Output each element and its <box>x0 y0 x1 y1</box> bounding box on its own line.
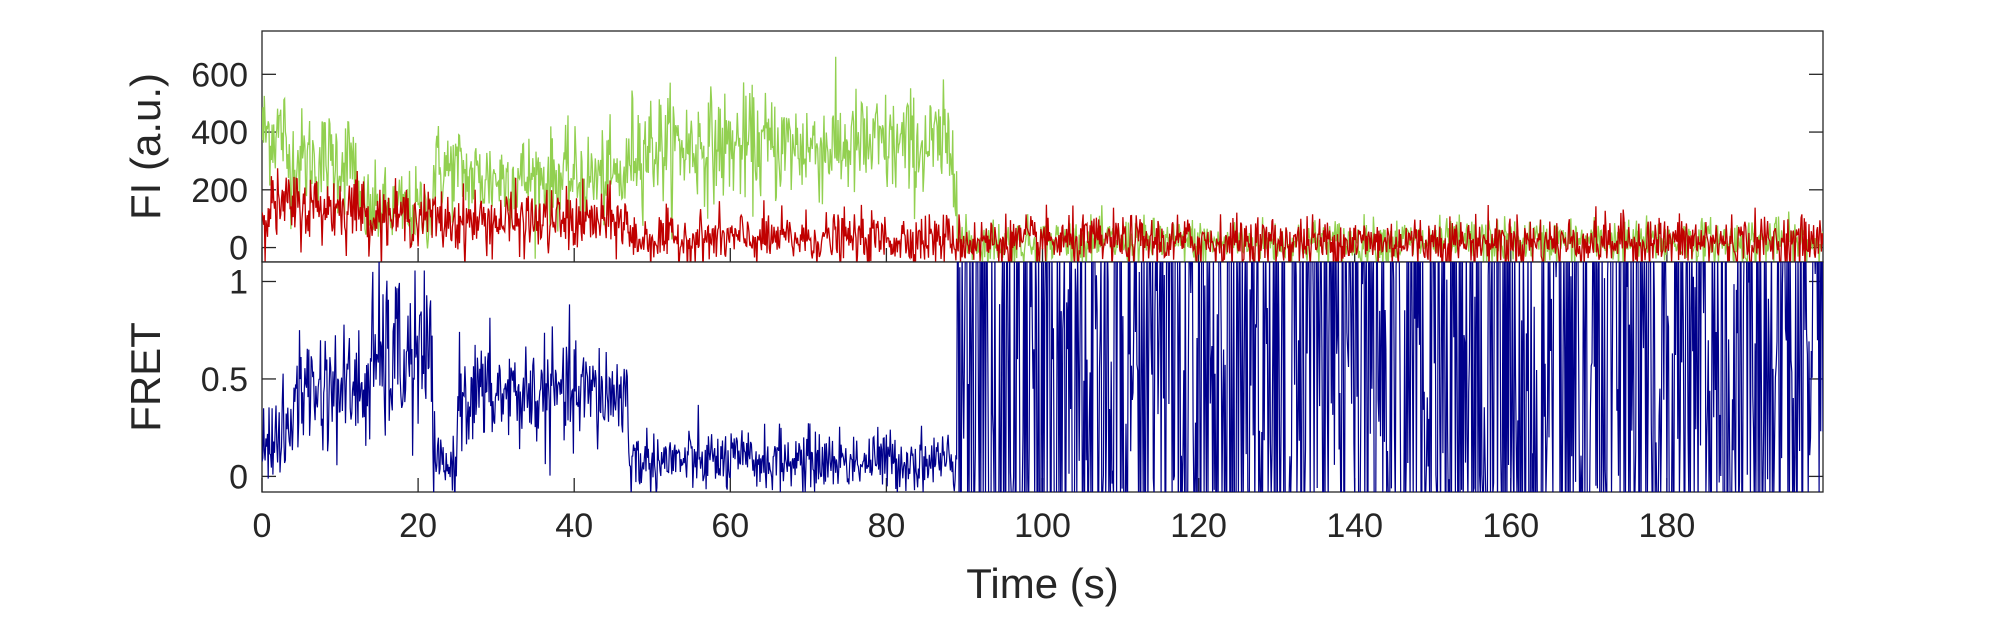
x-tick-label: 60 <box>711 507 749 545</box>
fluorescence-ticks: 0 200 400 600 <box>191 56 1823 268</box>
x-tick-label: 100 <box>1014 507 1071 545</box>
x-tick-label: 20 <box>399 507 437 545</box>
fret-y-axis-title: FRET <box>122 322 169 432</box>
x-tick-label: 80 <box>867 507 905 545</box>
time-x-axis-title: Time (s) <box>966 560 1118 607</box>
y-tick-label: 400 <box>191 114 248 152</box>
y-tick-label: 600 <box>191 56 248 94</box>
fret-ticks: 0 0.5 1 0 20 40 60 80 100 120 140 160 180 <box>201 263 1823 545</box>
x-tick-label: 40 <box>555 507 593 545</box>
fret-series <box>262 262 1823 492</box>
fret-panel: 0 0.5 1 0 20 40 60 80 100 120 140 160 180 FRET Time … <box>122 261 1824 607</box>
fluorescence-y-axis-title: FI (a.u.) <box>122 73 169 220</box>
y-tick-label: 0 <box>229 230 248 268</box>
x-tick-label: 0 <box>253 507 272 545</box>
y-tick-label: 1 <box>229 263 248 301</box>
fluorescence-panel: 0 200 400 600 FI (a.u.) <box>122 30 1824 268</box>
series-line-0-1 <box>262 168 1823 262</box>
x-tick-label: 160 <box>1482 507 1539 545</box>
x-tick-label: 120 <box>1170 507 1227 545</box>
x-tick-label: 140 <box>1326 507 1383 545</box>
y-tick-label: 0.5 <box>201 361 248 399</box>
y-tick-label: 200 <box>191 172 248 210</box>
x-tick-label: 180 <box>1639 507 1696 545</box>
fluorescence-series <box>262 56 1823 262</box>
y-tick-label: 0 <box>229 458 248 496</box>
series-line-1-0 <box>262 262 1823 492</box>
